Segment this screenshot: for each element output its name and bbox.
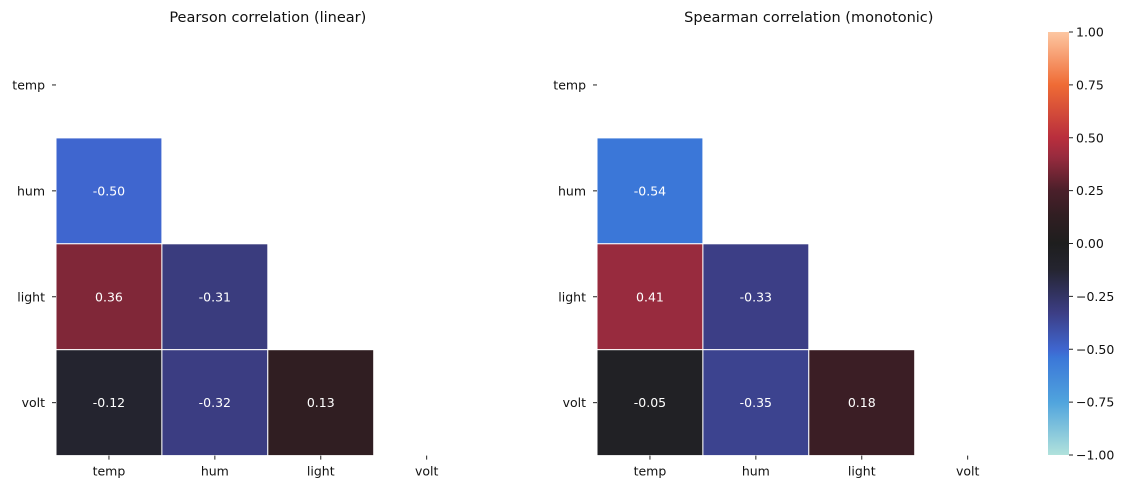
x-tick-label: volt [956, 464, 980, 479]
colorbar-tick-label: −1.00 [1076, 448, 1114, 463]
heatmap-cell [808, 349, 916, 457]
pearson-heatmap: Pearson correlation (linear) -0.50 0.36 -0.… [12, 10, 438, 479]
pearson-title: Pearson correlation (linear) [169, 10, 366, 26]
colorbar-tick-label: 1.00 [1076, 25, 1104, 40]
x-tick-label: temp [93, 464, 126, 479]
y-tick-label: light [17, 289, 45, 304]
cell-value-label: 0.41 [636, 289, 664, 304]
x-tick-label: volt [415, 464, 439, 479]
cell-value-label: -0.33 [740, 289, 772, 304]
spearman-heatmap: Spearman correlation (monotonic) -0.54 0.4… [553, 10, 979, 479]
y-tick-label: hum [17, 183, 45, 198]
y-tick-label: hum [558, 183, 586, 198]
heatmap-cell [267, 349, 375, 457]
heatmap-cell [161, 349, 269, 457]
cell-value-label: 0.18 [848, 395, 876, 410]
colorbar-tick-label: −0.75 [1076, 395, 1114, 410]
y-tick-label: volt [22, 395, 46, 410]
cell-value-label: 0.13 [307, 395, 335, 410]
colorbar-gradient [1048, 32, 1069, 455]
colorbar-tick-label: 0.25 [1076, 183, 1104, 198]
cell-value-label: -0.05 [634, 395, 666, 410]
x-tick-label: light [848, 464, 876, 479]
y-tick-label: temp [553, 77, 586, 92]
heatmap-cell [55, 137, 163, 245]
cell-value-label: -0.12 [93, 395, 125, 410]
spearman-title: Spearman correlation (monotonic) [684, 10, 933, 26]
colorbar-tick-label: −0.25 [1076, 289, 1114, 304]
colorbar-tick-label: −0.50 [1076, 342, 1114, 357]
heatmap-cell [702, 349, 810, 457]
heatmap-cell [55, 243, 163, 351]
cell-value-label: -0.54 [634, 183, 666, 198]
x-tick-label: hum [742, 464, 770, 479]
y-tick-label: volt [563, 395, 587, 410]
x-tick-label: temp [634, 464, 667, 479]
heatmap-cell [596, 137, 704, 245]
cell-value-label: -0.32 [199, 395, 231, 410]
y-tick-label: light [558, 289, 586, 304]
x-tick-label: hum [201, 464, 229, 479]
heatmap-cell [55, 349, 163, 457]
colorbar-tick-label: 0.00 [1076, 236, 1104, 251]
y-tick-label: temp [12, 77, 45, 92]
x-tick-label: light [307, 464, 335, 479]
cell-value-label: -0.31 [199, 289, 231, 304]
colorbar: 1.00 0.75 0.50 0.25 0.00 −0.25 −0.50 −0.75 −1.00 [1048, 25, 1114, 463]
cell-value-label: -0.35 [740, 395, 772, 410]
colorbar-tick-label: 0.50 [1076, 130, 1104, 145]
cell-value-label: 0.36 [95, 289, 123, 304]
heatmap-cell [596, 243, 704, 351]
heatmap-cell [161, 243, 269, 351]
colorbar-tick-label: 0.75 [1076, 77, 1104, 92]
cell-value-label: -0.50 [93, 183, 125, 198]
